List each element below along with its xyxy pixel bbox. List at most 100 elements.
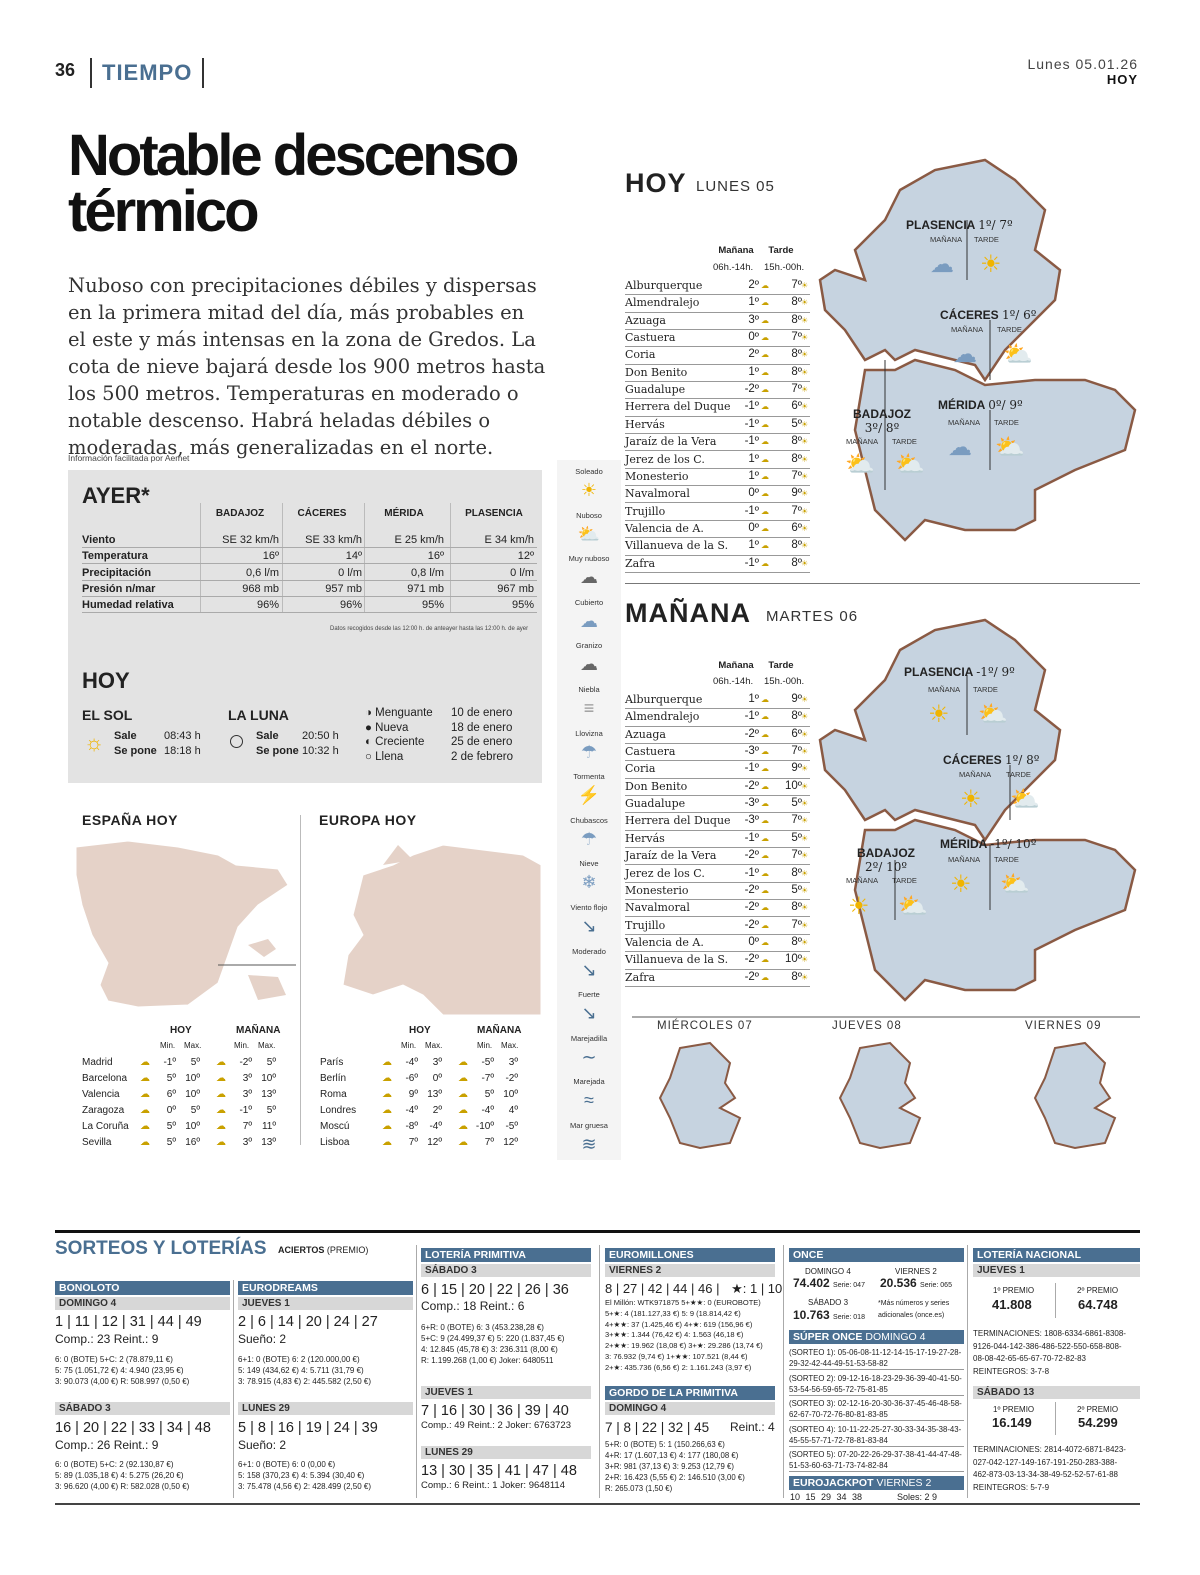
eurodreams-day-2: LUNES 29 bbox=[238, 1402, 413, 1415]
forecast-morning: 0º bbox=[748, 935, 759, 948]
city-hoy-max: 12º bbox=[427, 1137, 442, 1148]
forecast-afternoon: 8º bbox=[791, 452, 802, 465]
nacional-p2-label: 2º PREMIO bbox=[1077, 1286, 1119, 1295]
ayer-value: 14º bbox=[345, 550, 362, 563]
ayer-value: 0 l/m bbox=[338, 566, 362, 579]
forecast-morning: 0º bbox=[748, 487, 759, 500]
ayer-value: 0,8 l/m bbox=[410, 566, 444, 579]
ayer-row-label: Humedad relativa bbox=[82, 599, 174, 612]
city-name: La Coruña bbox=[82, 1121, 129, 1132]
map-manana: MAÑANA bbox=[951, 325, 984, 334]
espana-max: Max. bbox=[184, 1041, 202, 1050]
europa-max: Max. bbox=[425, 1041, 443, 1050]
lottery-detail-line: 5+R: 0 (BOTE) 5: 1 (150.266,63 €) bbox=[605, 1440, 725, 1449]
legend-icon: ☂ bbox=[580, 741, 598, 762]
weather-icon: ⛅ bbox=[1000, 871, 1030, 898]
ayer-value: E 25 km/h bbox=[394, 534, 444, 546]
weather-icon: ☁ bbox=[761, 851, 769, 861]
lottery-detail-line: 2+R: 16.423 (5,55 €) 2: 146.510 (3,00 €) bbox=[605, 1473, 745, 1482]
superonce-sorteo: (SORTEO 3): 02-12-16-20-30-36-37-45-46-4… bbox=[789, 1398, 964, 1421]
forecast-morning: -2º bbox=[744, 849, 759, 862]
forecast-afternoon: 8º bbox=[791, 970, 802, 983]
weather-icon: ☁ bbox=[216, 1089, 226, 1100]
forecast-town: Azuaga bbox=[625, 313, 666, 327]
moon-phase-date: 10 de enero bbox=[451, 707, 513, 719]
once-serie: Serie: 065 bbox=[920, 1282, 952, 1289]
weather-icon: ☀ bbox=[801, 833, 809, 843]
city-name: Zaragoza bbox=[82, 1105, 125, 1116]
forecast-afternoon: 5º bbox=[791, 417, 802, 430]
forecast-row: Trujillo -2º ☁ 7º ☀ bbox=[625, 918, 810, 935]
lottery-detail-line: 3: 78.915 (4,83 €) 2: 445.582 (2,50 €) bbox=[238, 1377, 371, 1386]
legend-icon: ☀ bbox=[580, 480, 598, 500]
euromillones-nums: 8 | 27 | 42 | 44 | 46 | bbox=[605, 1281, 720, 1296]
primitiva-day-2: JUEVES 1 bbox=[421, 1386, 591, 1399]
forecast-town: Navalmoral bbox=[625, 487, 690, 501]
bonoloto-numbers-1: 1 | 11 | 12 | 31 | 44 | 49 bbox=[55, 1314, 202, 1330]
weather-icon: ☁ bbox=[216, 1137, 226, 1148]
weather-icon: ☀ bbox=[801, 333, 809, 343]
forecast-town: Herrera del Duque bbox=[625, 400, 731, 414]
forecast-afternoon: 8º bbox=[791, 296, 802, 309]
nacional-terminaciones-1: TERMINACIONES: 1808-6334-6861-8308-9126-… bbox=[973, 1329, 1126, 1376]
legend-label: Nuboso bbox=[576, 510, 602, 520]
primitiva-numbers-3: 13 | 30 | 35 | 41 | 47 | 48 bbox=[421, 1463, 577, 1479]
city-man-min: 7º bbox=[484, 1137, 494, 1148]
forecast-afternoon: 6º bbox=[791, 727, 802, 740]
city-name: Sevilla bbox=[82, 1137, 112, 1148]
forecast-morning: -1º bbox=[744, 400, 759, 413]
weather-icon: ☁ bbox=[761, 885, 769, 895]
mini-map-jueves bbox=[838, 1041, 922, 1150]
forecast-town: Castuera bbox=[625, 331, 676, 345]
weather-icon: ☁ bbox=[761, 695, 769, 704]
forecast-afternoon: 6º bbox=[791, 521, 802, 534]
forecast-row: Valencia de A. 0º ☁ 6º ☀ bbox=[625, 521, 810, 539]
forecast-row: Zafra -2º ☁ 8º ☀ bbox=[625, 970, 810, 987]
ayer-value: SE 32 km/h bbox=[222, 534, 279, 546]
europa-hoy-head: HOY bbox=[409, 1025, 431, 1036]
day-miercoles: MIÉRCOLES 07 bbox=[657, 1020, 753, 1032]
weather-icon: ☀ bbox=[801, 764, 809, 774]
city-hoy-min: -8º bbox=[405, 1121, 418, 1132]
forecast-town: Jaraíz de la Vera bbox=[625, 849, 717, 863]
data-box bbox=[68, 470, 542, 783]
city-hoy-min: 0º bbox=[166, 1105, 176, 1116]
lottery-detail-line: 4: 12.845 (45,78 €) 3: 236.311 (8,00 €) bbox=[421, 1345, 558, 1354]
forecast-row: Guadalupe -3º ☁ 5º ☀ bbox=[625, 796, 810, 814]
weather-icon: ☀ bbox=[801, 885, 809, 895]
espana-title: ESPAÑA HOY bbox=[82, 812, 179, 828]
lottery-detail-line: 4+R: 17 (1.607,13 €) 4: 177 (180,08 €) bbox=[605, 1451, 739, 1460]
forecast-morning: 1º bbox=[748, 365, 759, 378]
once-number-1: 74.402 Serie: 047 bbox=[793, 1276, 865, 1290]
ayer-value: 95% bbox=[421, 599, 444, 612]
weather-icon: ☁ bbox=[140, 1057, 150, 1068]
lottery-detail-line: 3: 75.478 (4,56 €) 2: 428.499 (2,50 €) bbox=[238, 1482, 371, 1491]
legend-label: Fuerte bbox=[578, 990, 600, 1000]
forecast-town: Hervás bbox=[625, 417, 665, 431]
moon-phase-row: ● Nueva 18 de enero bbox=[365, 721, 545, 736]
legend-label: Mar gruesa bbox=[570, 1121, 608, 1130]
gordo-reint: Reint.: 4 bbox=[730, 1420, 775, 1434]
hoy-box-title: HOY bbox=[82, 668, 130, 693]
map-manana: MAÑANA bbox=[928, 685, 961, 694]
bonoloto-day-1: DOMINGO 4 bbox=[55, 1297, 230, 1310]
forecast-town: Jaraíz de la Vera bbox=[625, 435, 717, 449]
sol-title: EL SOL bbox=[82, 707, 133, 723]
forecast-morning: -2º bbox=[744, 918, 759, 931]
ayer-value: 968 mb bbox=[242, 582, 279, 595]
weather-icon: ☀ bbox=[801, 315, 809, 325]
weather-icon: ☁ bbox=[458, 1057, 468, 1068]
weather-icon: ☁ bbox=[761, 350, 769, 360]
legend-icon: ☂ bbox=[580, 828, 598, 849]
superonce-name: SÚPER ONCE bbox=[793, 1331, 863, 1343]
espana-manana-head: MAÑANA bbox=[236, 1025, 281, 1036]
city-man-max: -5º bbox=[505, 1121, 518, 1132]
legend-icon: ☁ bbox=[580, 610, 598, 631]
luna-pone-time: 10:32 h bbox=[302, 745, 339, 757]
weather-icon: ☁ bbox=[761, 558, 769, 568]
city-hoy-min: 5º bbox=[166, 1121, 176, 1132]
day-jueves: JUEVES 08 bbox=[832, 1020, 902, 1032]
forecast-row: Alburquerque 1º ☁ 9º ☀ bbox=[625, 692, 810, 710]
moon-phase-name: Menguante bbox=[375, 707, 433, 719]
forecast-morning: -1º bbox=[744, 710, 759, 723]
